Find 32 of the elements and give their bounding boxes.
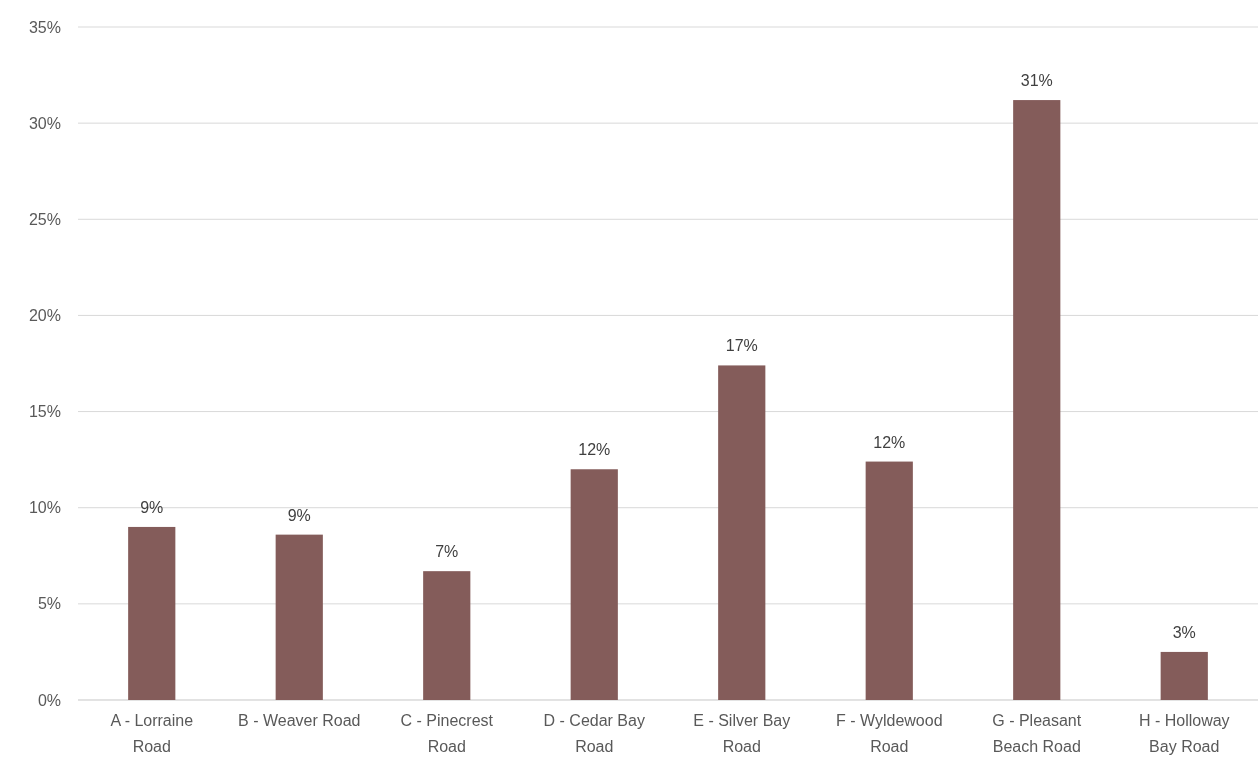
data-label: 9% xyxy=(140,498,164,516)
y-tick-label: 30% xyxy=(28,114,61,132)
y-tick-label: 10% xyxy=(28,499,61,517)
y-tick-label: 25% xyxy=(28,210,61,228)
x-tick-label: G - Pleasant Beach Road xyxy=(992,712,1082,755)
data-label: 9% xyxy=(287,506,311,524)
y-tick-label: 0% xyxy=(37,691,61,709)
bar xyxy=(128,526,176,700)
data-label: 17% xyxy=(725,337,758,355)
bar xyxy=(718,365,766,700)
y-tick-label: 35% xyxy=(28,18,61,36)
bar xyxy=(1160,651,1208,700)
bar xyxy=(275,534,323,700)
bar xyxy=(570,469,618,700)
y-tick-label: 5% xyxy=(37,595,61,613)
x-tick-label: D - Cedar Bay Road xyxy=(543,712,645,755)
x-tick-label: A - Lorraine Road xyxy=(110,712,194,755)
bar xyxy=(1013,100,1061,700)
x-tick-label: B - Weaver Road xyxy=(238,712,361,729)
x-tick-label: H - Holloway Bay Road xyxy=(1138,712,1230,755)
data-label: 12% xyxy=(873,433,906,451)
y-tick-label: 15% xyxy=(28,403,61,421)
bar xyxy=(423,571,471,700)
data-label: 7% xyxy=(435,543,459,561)
data-label: 3% xyxy=(1172,623,1196,641)
bar xyxy=(865,461,913,700)
x-tick-label: C - Pinecrest Road xyxy=(400,712,494,755)
data-label: 12% xyxy=(578,441,611,459)
x-tick-label: E - Silver Bay Road xyxy=(693,712,791,755)
y-tick-label: 20% xyxy=(28,307,61,325)
data-label: 31% xyxy=(1020,72,1053,90)
x-tick-label: F - Wyldewood Road xyxy=(835,712,943,755)
